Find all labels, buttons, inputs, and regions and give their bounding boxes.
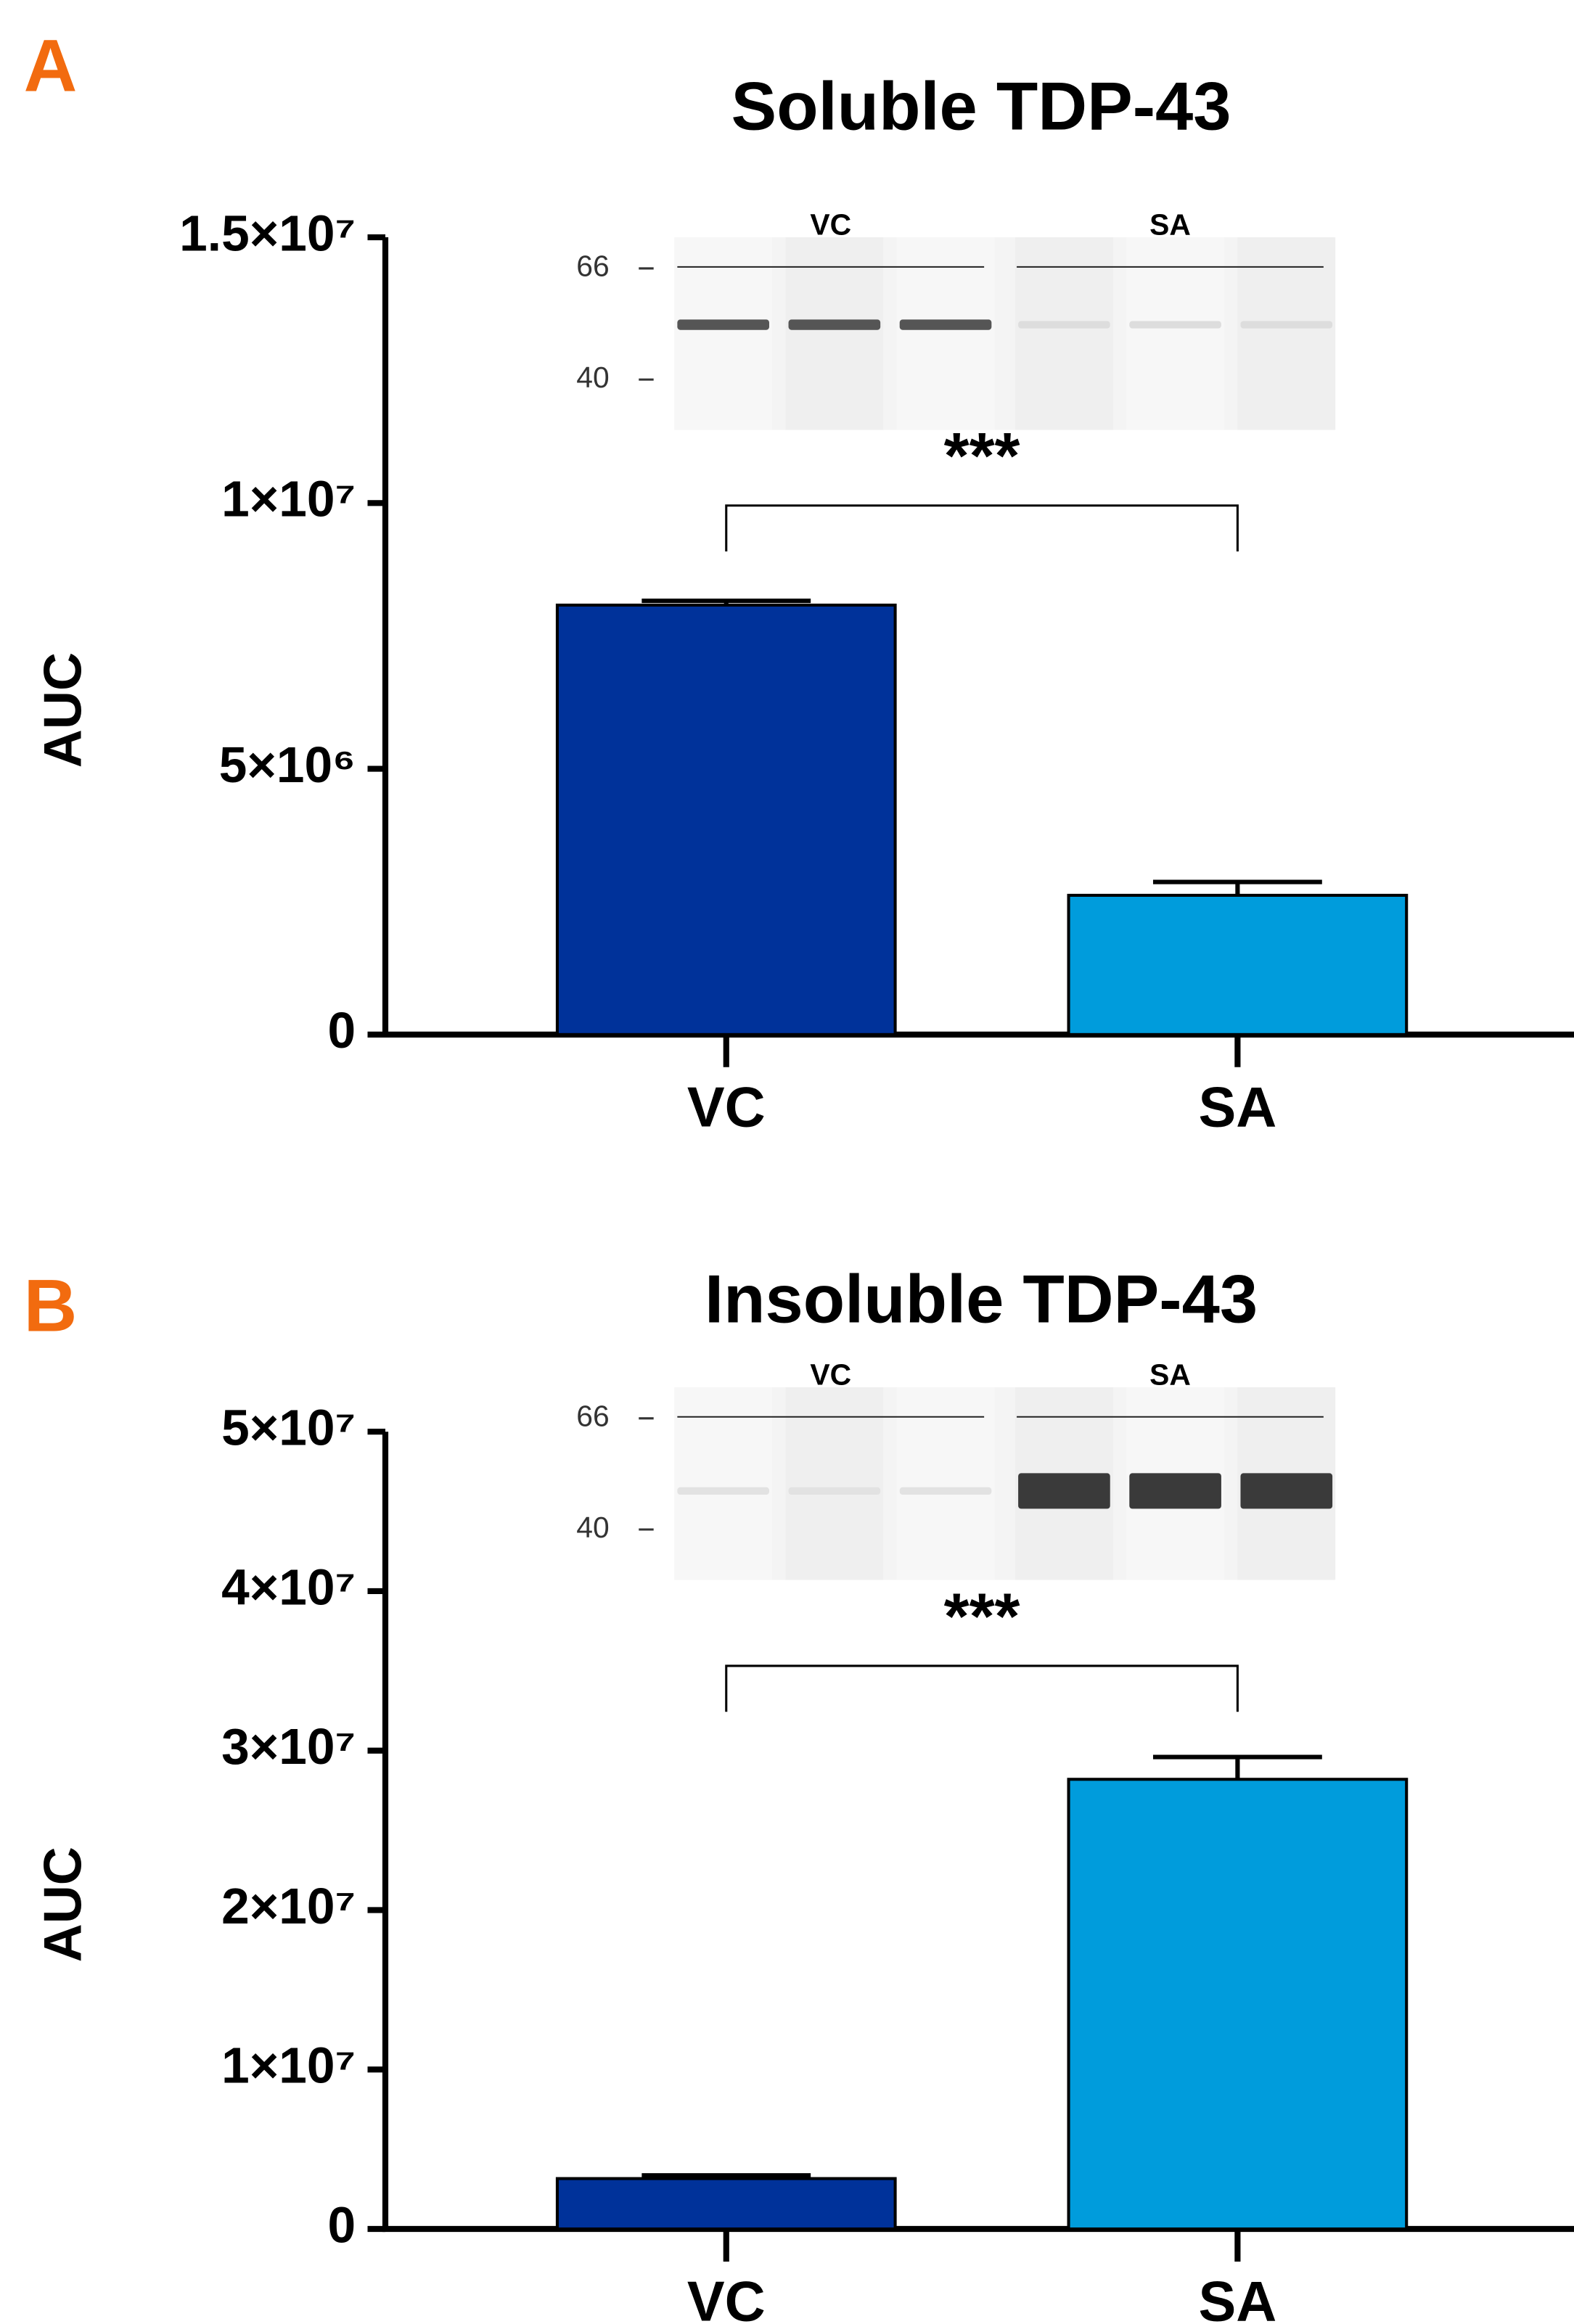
error-bar (1153, 882, 1322, 895)
significance-label: *** (944, 1580, 1020, 1653)
blot-band (1240, 321, 1332, 328)
blot-band (1018, 321, 1110, 328)
chart-title: Insoluble TDP-43 (705, 1260, 1258, 1336)
x-tick-label: SA (1198, 1077, 1276, 1139)
y-tick-label: 1.5×10⁷ (179, 205, 356, 261)
blot-band (789, 319, 881, 329)
blot-marker-label: 66 (576, 250, 609, 283)
y-axis-label: AUC (32, 1847, 92, 1962)
blot-band (1129, 321, 1221, 328)
blot-group-label: VC (810, 208, 851, 242)
y-tick-label: 2×10⁷ (221, 1878, 356, 1934)
page: A Soluble TDP-43 AUC VC SA 66 40 0 5×10⁶ 1×10⁷ 1.5… (0, 0, 1574, 2324)
blot-group-label: VC (810, 1358, 851, 1391)
chart-title: Soluble TDP-43 (731, 67, 1231, 144)
significance-label: *** (944, 420, 1020, 493)
x-tick-label: VC (687, 2271, 766, 2324)
y-tick-label: 1×10⁷ (221, 2037, 356, 2094)
blot-marker-label: 66 (576, 1400, 609, 1433)
x-tick-label: VC (687, 1077, 766, 1139)
blot-band (900, 319, 992, 329)
blot-band (900, 1487, 992, 1495)
y-tick-label: 0 (328, 1002, 356, 1059)
y-tick-label: 1×10⁷ (221, 471, 356, 527)
bar (1069, 1779, 1407, 2229)
panel-label: B (24, 1265, 78, 1347)
y-axis-label: AUC (32, 652, 92, 768)
bar (557, 605, 895, 1035)
y-tick-label: 5×10⁷ (221, 1400, 356, 1456)
x-tick-label: SA (1198, 2271, 1276, 2324)
y-tick-label: 5×10⁶ (219, 736, 356, 793)
blot-group-label: SA (1149, 1358, 1191, 1391)
blot-band (1129, 1473, 1221, 1508)
blot-band (789, 1487, 881, 1495)
y-tick-label: 4×10⁷ (221, 1559, 356, 1615)
blot-band (1240, 1473, 1332, 1508)
blot-group-label: SA (1149, 208, 1191, 242)
blot-band (677, 1487, 769, 1495)
blot-marker-label: 40 (576, 1511, 609, 1544)
figure: A Soluble TDP-43 AUC VC SA 66 40 0 5×10⁶ 1×10⁷ 1.5… (0, 0, 1574, 2324)
significance-bracket (726, 506, 1238, 551)
significance-bracket (726, 1666, 1238, 1712)
bar (1069, 895, 1407, 1035)
bar (557, 2179, 895, 2229)
blot-band (677, 319, 769, 329)
error-bar (1153, 1757, 1322, 1780)
panel-label: A (24, 24, 78, 107)
y-tick-label: 3×10⁷ (221, 1718, 356, 1775)
blot-band (1018, 1473, 1110, 1508)
y-tick-label: 0 (328, 2196, 356, 2253)
blot-marker-label: 40 (576, 361, 609, 394)
